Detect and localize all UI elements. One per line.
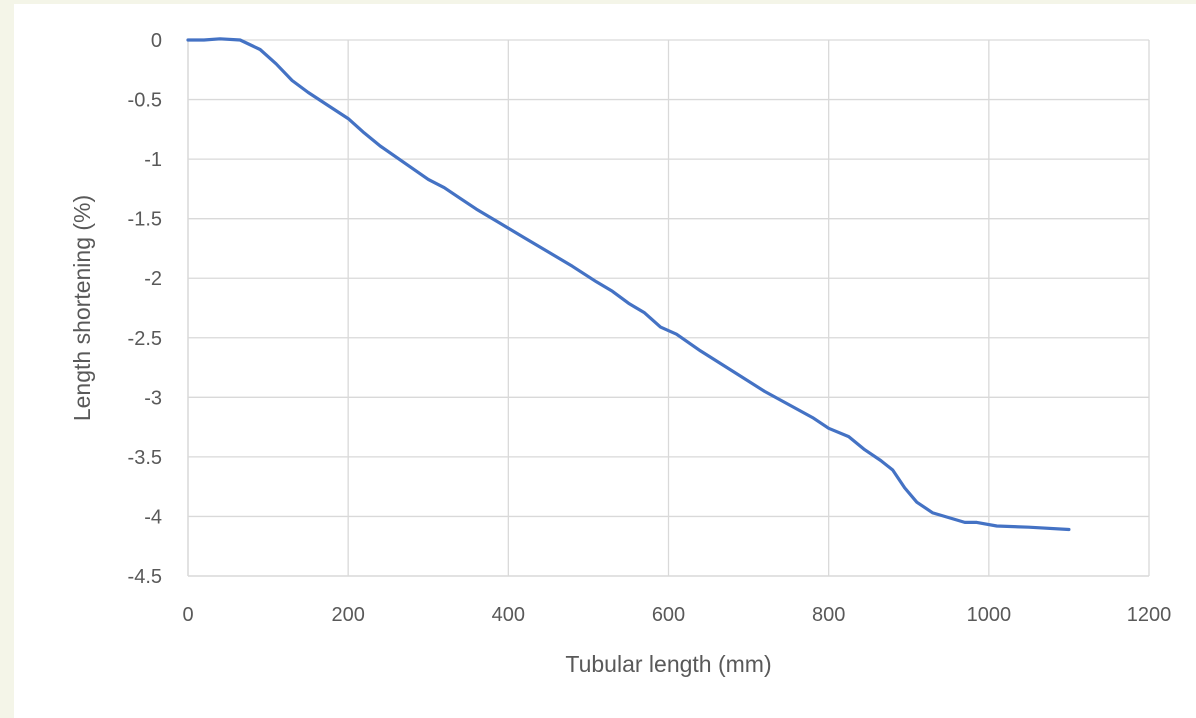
y-axis-title: Length shortening (%)	[69, 195, 95, 421]
series-layer	[186, 37, 1071, 532]
axes	[187, 40, 1149, 577]
tick-labels: 0 200 400 600 800 1000 1200 0 -0.5 -1 -1.5 -2 -2.5 -3…	[128, 30, 1172, 626]
x-tick-label: 0	[182, 604, 193, 626]
y-tick-label: -3	[144, 387, 162, 409]
y-tick-label: -0.5	[128, 90, 162, 112]
x-tick-label: 400	[492, 604, 525, 626]
line-chart: 0 200 400 600 800 1000 1200 0 -0.5 -1 -1.5 -2 -2.5 -3…	[69, 30, 1172, 677]
y-tick-label: -1.5	[128, 209, 162, 231]
chart-container: 0 200 400 600 800 1000 1200 0 -0.5 -1 -1.5 -2 -2.5 -3…	[14, 4, 1196, 718]
series-line	[186, 37, 1071, 532]
y-tick-label: -1	[144, 149, 162, 171]
y-tick-label: 0	[151, 30, 162, 52]
y-tick-label: -2	[144, 268, 162, 290]
y-tick-label: -3.5	[128, 447, 162, 469]
y-tick-label: -2.5	[128, 328, 162, 350]
x-axis-title: Tubular length (mm)	[565, 651, 771, 677]
x-tick-label: 1200	[1127, 604, 1172, 626]
x-tick-label: 1000	[967, 604, 1012, 626]
gridlines	[188, 39, 1150, 576]
x-tick-label: 800	[812, 604, 845, 626]
y-tick-label: -4.5	[128, 566, 162, 588]
x-tick-label: 600	[652, 604, 685, 626]
y-tick-label: -4	[144, 506, 162, 528]
x-tick-label: 200	[331, 604, 364, 626]
